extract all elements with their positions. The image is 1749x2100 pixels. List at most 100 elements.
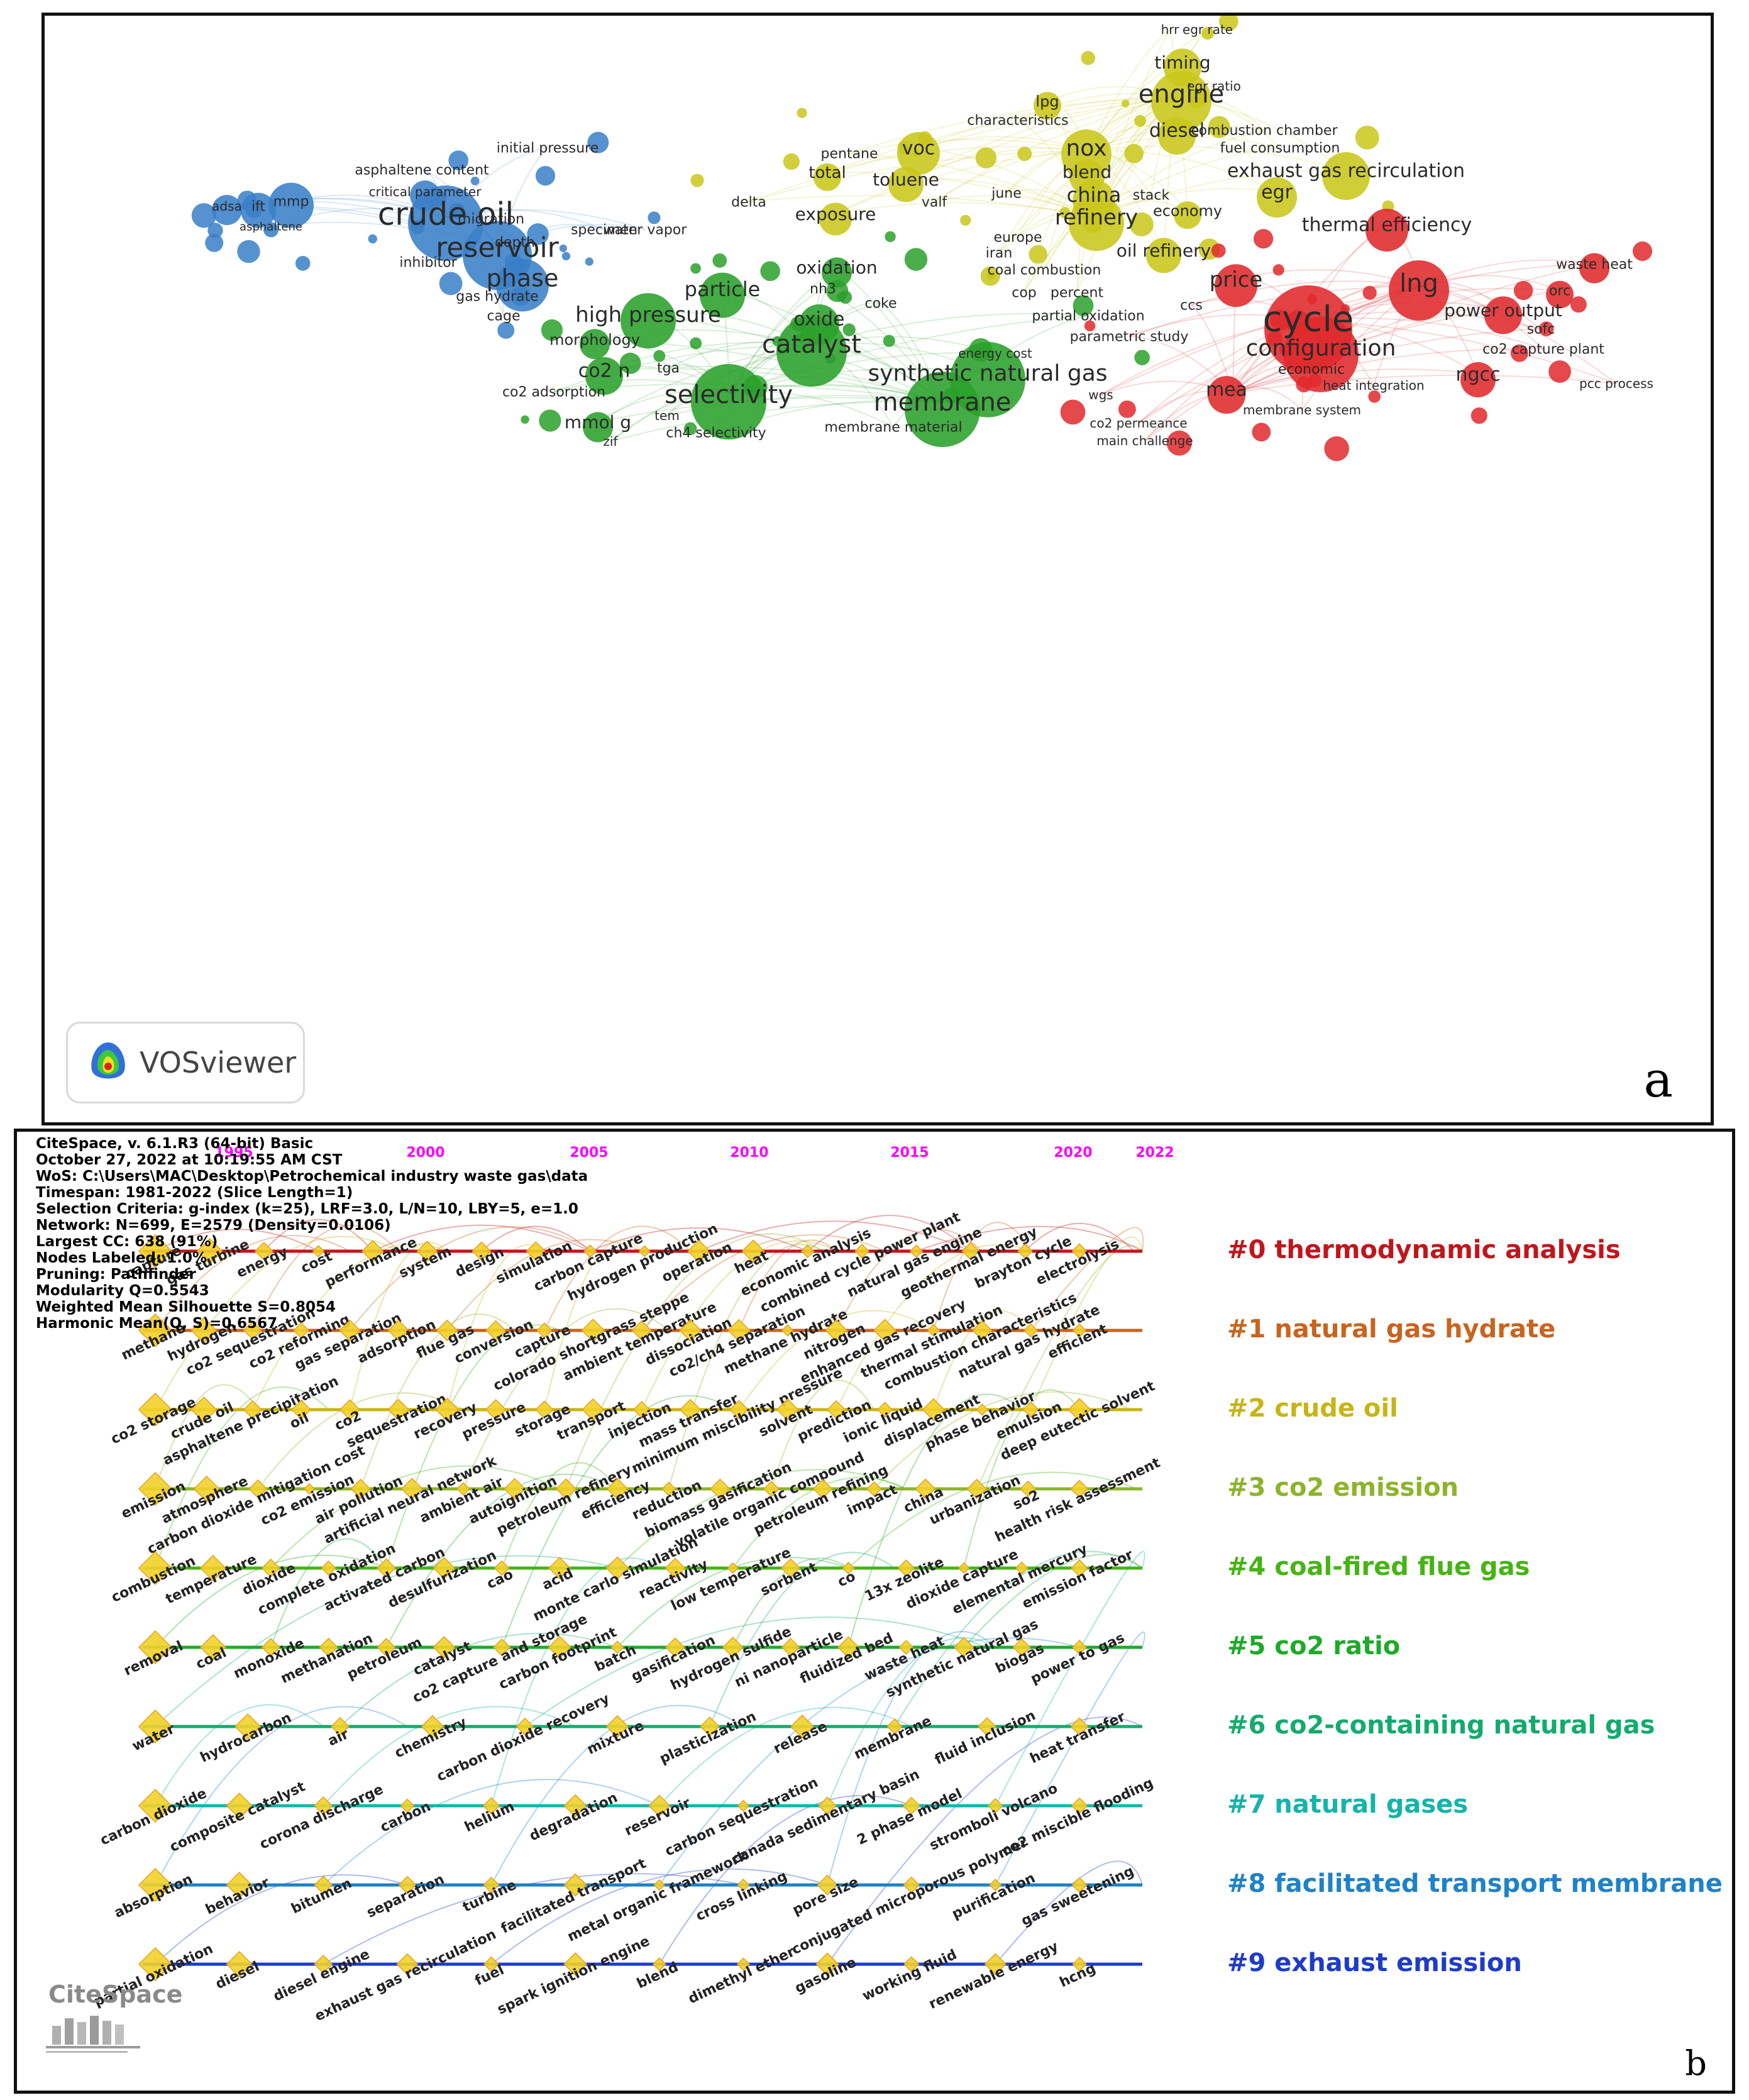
citation-node[interactable] [138,1392,173,1427]
citation-node[interactable] [314,1796,333,1816]
citation-node[interactable] [548,1635,571,1659]
term-node[interactable] [583,412,613,443]
citation-node[interactable] [396,1953,419,1976]
citation-node[interactable] [631,1320,652,1341]
citation-node[interactable] [827,1400,846,1420]
citation-node[interactable] [961,1242,980,1261]
citation-node[interactable] [1023,1323,1038,1338]
citation-node[interactable] [665,1637,685,1657]
term-node[interactable] [1151,71,1211,131]
citation-node[interactable] [504,1478,526,1500]
citation-node[interactable] [330,1716,350,1737]
citation-node[interactable] [873,1318,897,1342]
citation-node[interactable] [1072,1957,1087,1972]
citation-node[interactable] [421,1715,444,1738]
citation-node[interactable] [536,1322,553,1339]
citation-node[interactable] [1012,1638,1031,1657]
citation-node[interactable] [377,1638,396,1657]
citation-node[interactable] [199,1554,226,1582]
term-node[interactable] [1484,296,1522,334]
citation-node[interactable] [526,1241,546,1261]
citation-node[interactable] [1017,1243,1033,1259]
citation-node[interactable] [800,1244,815,1258]
term-node[interactable] [1460,362,1496,397]
citation-node[interactable] [138,1867,173,1903]
citation-node[interactable] [482,1797,500,1815]
citation-node[interactable] [138,1630,173,1665]
term-node[interactable] [580,329,610,360]
citation-node[interactable] [638,1245,651,1257]
term-node[interactable] [212,195,242,225]
citation-node[interactable] [314,1875,333,1895]
citation-node[interactable] [291,1399,312,1420]
citation-node[interactable] [361,1240,384,1263]
term-node[interactable] [1215,264,1257,307]
citation-node[interactable] [314,1954,333,1974]
citation-node[interactable] [535,1400,554,1419]
citation-node[interactable] [435,1397,460,1422]
citation-node[interactable] [563,1794,587,1818]
citation-node[interactable] [886,1718,903,1735]
citation-node[interactable] [842,1561,855,1575]
term-node[interactable] [700,272,745,318]
citation-node[interactable] [339,1399,361,1420]
citation-node[interactable] [456,1482,470,1496]
citation-node[interactable] [727,1318,751,1342]
citation-node[interactable] [957,1562,970,1574]
citation-node[interactable] [648,1794,671,1817]
citation-node[interactable] [989,1879,1002,1891]
citation-node[interactable] [687,1239,711,1263]
citation-node[interactable] [138,1234,173,1269]
citation-node[interactable] [700,1716,720,1737]
citation-node[interactable] [1022,1401,1039,1418]
citation-node[interactable] [387,1398,410,1421]
citation-node[interactable] [226,1792,253,1820]
citation-node[interactable] [978,1717,996,1736]
citation-node[interactable] [199,1633,226,1661]
citation-node[interactable] [196,1237,223,1265]
citation-node[interactable] [398,1876,417,1894]
term-node[interactable] [1546,280,1574,309]
citation-node[interactable] [433,1636,456,1659]
citation-node[interactable] [1072,1323,1087,1338]
citation-node[interactable] [483,1876,500,1894]
citation-node[interactable] [610,1640,624,1654]
term-node[interactable] [814,163,841,191]
citation-node[interactable] [741,1239,765,1263]
citation-node[interactable] [729,1400,749,1420]
citation-node[interactable] [815,1952,839,1976]
citation-node[interactable] [436,1319,458,1342]
citation-node[interactable] [472,1241,492,1261]
citation-node[interactable] [737,1878,750,1892]
citation-node[interactable] [582,1398,605,1422]
term-node[interactable] [1389,260,1449,321]
citation-node[interactable] [837,1636,859,1659]
citation-node[interactable] [966,1478,987,1500]
term-node[interactable] [1366,209,1408,251]
term-node[interactable] [1283,316,1359,392]
citation-node[interactable] [138,1947,173,1982]
citation-node[interactable] [400,1798,415,1813]
citation-node[interactable] [632,1401,651,1418]
citation-node[interactable] [605,1715,629,1738]
citation-node[interactable] [138,1313,173,1348]
term-node[interactable] [1158,117,1196,155]
citation-node[interactable] [190,1396,218,1423]
citation-node[interactable] [781,1558,801,1578]
citation-node[interactable] [1071,1877,1088,1893]
term-node[interactable] [263,222,279,238]
citation-node[interactable] [927,1324,941,1337]
citation-node[interactable] [138,1471,173,1506]
citation-node[interactable] [138,1550,173,1586]
citation-node[interactable] [825,1319,848,1342]
citation-node[interactable] [902,1796,920,1815]
citation-node[interactable] [790,1714,815,1739]
citation-node[interactable] [254,1241,274,1261]
citation-node[interactable] [972,1320,993,1341]
citation-node[interactable] [606,1478,629,1500]
term-node[interactable] [1257,177,1297,218]
citation-node[interactable] [854,1244,869,1259]
citation-node[interactable] [898,1640,914,1655]
term-node[interactable] [1201,27,1214,40]
citation-node[interactable] [138,1788,173,1823]
